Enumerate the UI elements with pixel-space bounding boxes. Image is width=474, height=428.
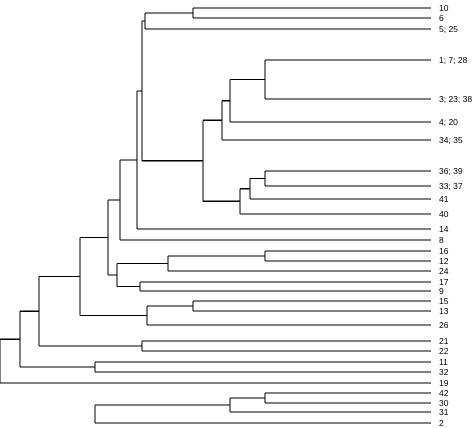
leaf-label: 41 [439, 194, 449, 204]
leaf-label: 17 [439, 277, 449, 287]
leaf-label: 1; 7; 28 [439, 55, 468, 65]
leaf-label: 22 [439, 346, 449, 356]
leaf-label: 6 [439, 13, 444, 23]
leaf-label: 15 [439, 296, 449, 306]
leaf-label: 34; 35 [439, 135, 463, 145]
leaf-label: 14 [439, 224, 449, 234]
leaf-label: 21 [439, 336, 449, 346]
leaf-label: 16 [439, 246, 449, 256]
leaf-label: 13 [439, 306, 449, 316]
leaf-label: 30 [439, 398, 449, 408]
leaf-label: 12 [439, 256, 449, 266]
leaf-label: 33; 37 [439, 181, 463, 191]
leaf-label: 26 [439, 320, 449, 330]
leaf-label: 4; 20 [439, 117, 458, 127]
leaf-label: 32 [439, 367, 449, 377]
leaf-label: 11 [439, 357, 448, 367]
leaf-label: 2 [439, 418, 444, 428]
leaf-label: 40 [439, 209, 449, 219]
leaf-label: 5; 25 [439, 24, 458, 34]
leaf-label: 19 [439, 378, 449, 388]
leaf-label: 3; 23; 38 [439, 94, 472, 104]
leaf-label: 8 [439, 235, 444, 245]
leaf-label: 24 [439, 266, 449, 276]
dendrogram-branches [0, 7, 431, 424]
leaf-label: 10 [439, 3, 449, 13]
leaf-label: 42 [439, 388, 449, 398]
leaf-label: 36; 39 [439, 166, 463, 176]
leaf-label: 31 [439, 407, 449, 417]
leaf-label: 9 [439, 286, 444, 296]
